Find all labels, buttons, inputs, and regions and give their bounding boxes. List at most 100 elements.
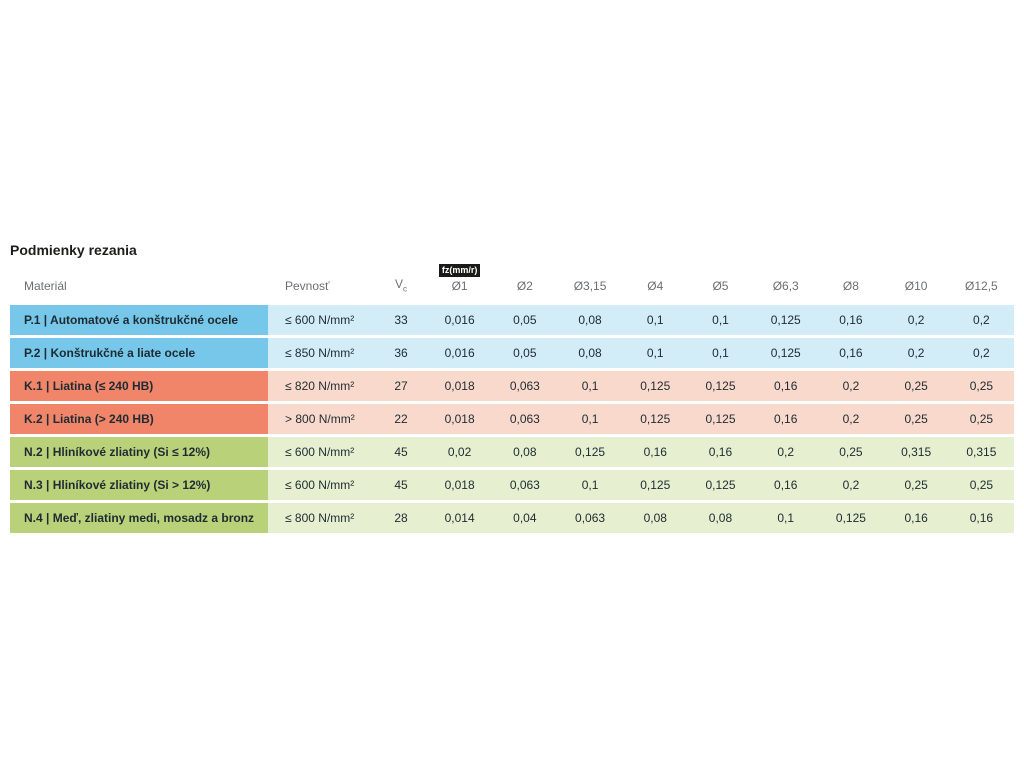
pevnost-cell: ≤ 600 N/mm² xyxy=(268,470,375,500)
pevnost-cell: ≤ 800 N/mm² xyxy=(268,503,375,533)
fz-value-cell: 0,16 xyxy=(687,437,754,467)
fz-value-cell: 0,016 xyxy=(427,338,493,368)
fz-value-cell: 0,016 xyxy=(427,305,493,335)
vc-cell: 22 xyxy=(375,404,427,434)
fz-value-cell: 0,16 xyxy=(753,371,819,401)
fz-value-cell: 0,25 xyxy=(883,371,949,401)
fz-value-cell: 0,2 xyxy=(818,371,884,401)
fz-value-cell: 0,16 xyxy=(818,305,884,335)
pevnost-cell: ≤ 850 N/mm² xyxy=(268,338,375,368)
fz-value-cell: 0,2 xyxy=(883,338,949,368)
table-row: N.4 | Meď, zliatiny medi, mosadz a bronz… xyxy=(10,503,1014,533)
fz-value-cell: 0,08 xyxy=(622,503,688,533)
fz-value-cell: 0,1 xyxy=(687,305,754,335)
header-row: Materiál Pevnosť Vc fz(mm/r) Ø1 Ø2 Ø3,15… xyxy=(10,262,1014,302)
fz-value-cell: 0,018 xyxy=(427,470,493,500)
column-header-vc: Vc xyxy=(375,262,427,302)
column-header-diameter-9: Ø12,5 xyxy=(965,279,998,293)
fz-value-cell: 0,1 xyxy=(622,305,688,335)
page: Podmienky rezania Materiál Pevnosť Vc fz… xyxy=(10,242,1014,536)
column-header-material: Materiál xyxy=(24,279,67,293)
fz-value-cell: 0,16 xyxy=(753,470,819,500)
fz-value-cell: 0,2 xyxy=(948,305,1014,335)
fz-value-cell: 0,125 xyxy=(687,470,754,500)
fz-value-cell: 0,25 xyxy=(883,470,949,500)
fz-value-cell: 0,2 xyxy=(883,305,949,335)
vc-cell: 27 xyxy=(375,371,427,401)
fz-value-cell: 0,08 xyxy=(557,338,623,368)
column-header-diameter-3: Ø3,15 xyxy=(573,279,607,293)
column-header-diameter-1: fz(mm/r) Ø1 xyxy=(427,262,492,302)
fz-value-cell: 0,1 xyxy=(753,503,819,533)
table-row: K.2 | Liatina (> 240 HB) > 800 N/mm² 22 0,0… xyxy=(10,404,1014,434)
vc-cell: 36 xyxy=(375,338,427,368)
material-cell: P.2 | Konštrukčné a liate ocele xyxy=(10,338,268,368)
page-title: Podmienky rezania xyxy=(10,242,137,258)
fz-value-cell: 0,063 xyxy=(492,470,558,500)
table-row: N.3 | Hliníkové zliatiny (Si > 12%) ≤ 600… xyxy=(10,470,1014,500)
fz-value-cell: 0,125 xyxy=(687,404,754,434)
fz-value-cell: 0,16 xyxy=(753,404,819,434)
fz-value-cell: 0,125 xyxy=(818,503,884,533)
fz-value-cell: 0,125 xyxy=(622,371,688,401)
column-header-diameter-5: Ø5 xyxy=(712,279,729,293)
fz-value-cell: 0,05 xyxy=(492,338,558,368)
fz-value-cell: 0,315 xyxy=(883,437,949,467)
fz-value-cell: 0,125 xyxy=(622,404,688,434)
fz-value-cell: 0,2 xyxy=(753,437,819,467)
fz-value-cell: 0,2 xyxy=(818,404,884,434)
fz-value-cell: 0,16 xyxy=(818,338,884,368)
pevnost-cell: ≤ 600 N/mm² xyxy=(268,305,375,335)
fz-value-cell: 0,125 xyxy=(753,305,819,335)
material-cell: N.4 | Meď, zliatiny medi, mosadz a bronz xyxy=(10,503,268,533)
material-cell: P.1 | Automatové a konštrukčné ocele xyxy=(10,305,268,335)
fz-value-cell: 0,08 xyxy=(492,437,558,467)
pevnost-cell: ≤ 600 N/mm² xyxy=(268,437,375,467)
fz-value-cell: 0,2 xyxy=(818,470,884,500)
pevnost-cell: ≤ 820 N/mm² xyxy=(268,371,375,401)
pevnost-cell: > 800 N/mm² xyxy=(268,404,375,434)
fz-value-cell: 0,25 xyxy=(948,371,1014,401)
fz-value-cell: 0,1 xyxy=(557,371,623,401)
fz-value-cell: 0,1 xyxy=(622,338,688,368)
column-header-diameter-6: Ø6,3 xyxy=(772,279,799,293)
fz-value-cell: 0,063 xyxy=(492,371,558,401)
fz-value-cell: 0,063 xyxy=(557,503,623,533)
table-row: N.2 | Hliníkové zliatiny (Si ≤ 12%) ≤ 600… xyxy=(10,437,1014,467)
vc-cell: 45 xyxy=(375,437,427,467)
fz-value-cell: 0,16 xyxy=(883,503,949,533)
table-row: P.1 | Automatové a konštrukčné ocele ≤ 60… xyxy=(10,305,1014,335)
fz-value-cell: 0,25 xyxy=(948,404,1014,434)
fz-value-cell: 0,04 xyxy=(492,503,558,533)
column-header-diameter-7: Ø8 xyxy=(842,279,859,293)
fz-value-cell: 0,2 xyxy=(948,338,1014,368)
fz-value-cell: 0,02 xyxy=(427,437,493,467)
fz-unit-badge: fz(mm/r) xyxy=(438,264,481,277)
table-row: P.2 | Konštrukčné a liate ocele ≤ 850 N/m… xyxy=(10,338,1014,368)
column-header-diameter-8: Ø10 xyxy=(904,279,928,293)
fz-value-cell: 0,125 xyxy=(557,437,623,467)
column-header-diameter-4: Ø4 xyxy=(647,279,664,293)
table-body: P.1 | Automatové a konštrukčné ocele ≤ 60… xyxy=(10,305,1014,533)
fz-value-cell: 0,125 xyxy=(753,338,819,368)
fz-value-cell: 0,125 xyxy=(622,470,688,500)
fz-value-cell: 0,08 xyxy=(687,503,754,533)
vc-subscript: c xyxy=(403,284,407,293)
fz-value-cell: 0,1 xyxy=(557,404,623,434)
fz-value-cell: 0,018 xyxy=(427,404,493,434)
fz-value-cell: 0,16 xyxy=(622,437,688,467)
table-row: K.1 | Liatina (≤ 240 HB) ≤ 820 N/mm² 27 0,0… xyxy=(10,371,1014,401)
material-cell: K.2 | Liatina (> 240 HB) xyxy=(10,404,268,434)
fz-value-cell: 0,014 xyxy=(427,503,493,533)
fz-value-cell: 0,05 xyxy=(492,305,558,335)
fz-value-cell: 0,018 xyxy=(427,371,493,401)
diameter-label: Ø1 xyxy=(451,279,468,293)
fz-value-cell: 0,1 xyxy=(557,470,623,500)
fz-value-cell: 0,25 xyxy=(818,437,884,467)
fz-value-cell: 0,063 xyxy=(492,404,558,434)
vc-cell: 45 xyxy=(375,470,427,500)
fz-value-cell: 0,08 xyxy=(557,305,623,335)
vc-cell: 28 xyxy=(375,503,427,533)
material-cell: K.1 | Liatina (≤ 240 HB) xyxy=(10,371,268,401)
column-header-pevnost: Pevnosť xyxy=(285,279,330,293)
